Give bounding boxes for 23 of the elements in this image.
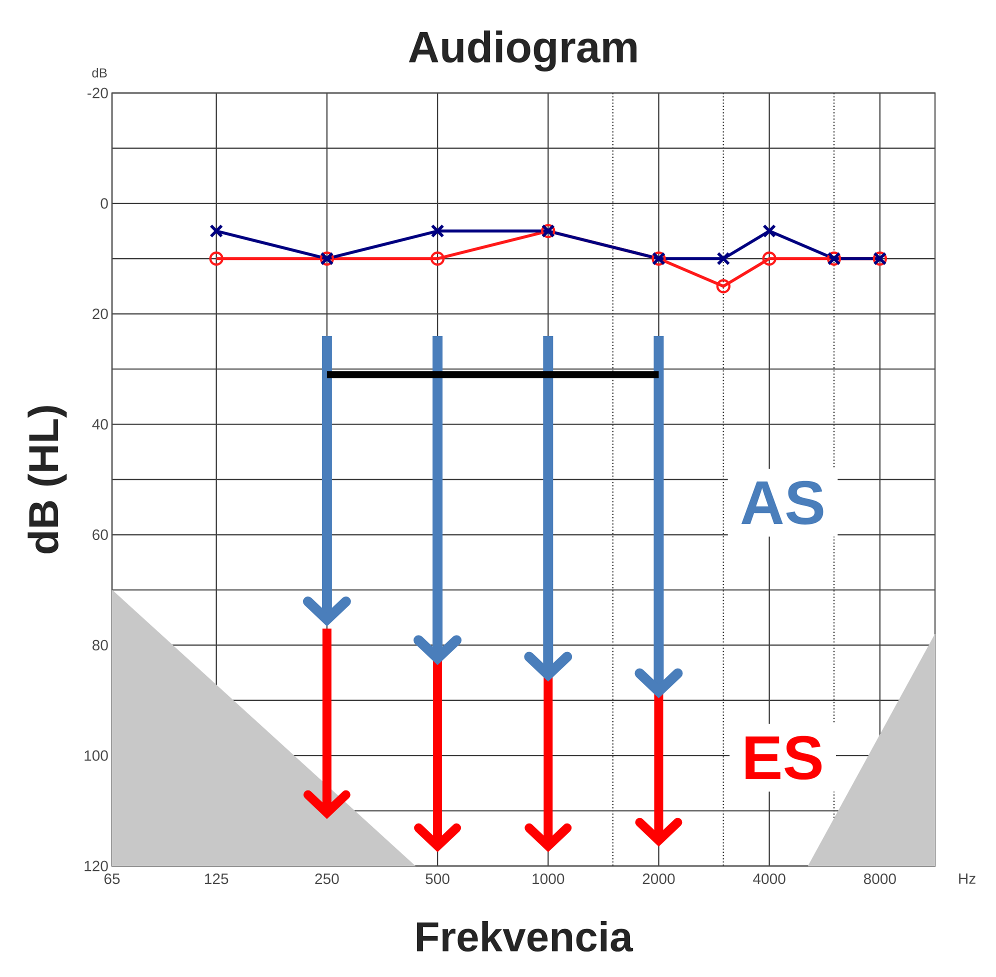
x-tick-label: 2000	[642, 874, 675, 884]
chart-title: Audiogram	[408, 30, 636, 72]
annotation: AS	[741, 480, 824, 525]
text: dB	[92, 68, 107, 78]
x-tick-label: 250	[315, 874, 339, 884]
x-tick-label: 125	[205, 874, 228, 884]
y-tick-label: 40	[92, 418, 108, 430]
annotation: ES	[746, 736, 822, 780]
y-tick-label: -20	[88, 88, 108, 98]
y-tick-label: 100	[84, 750, 108, 761]
x-tick-label: 65	[104, 874, 120, 884]
y-tick-label: 120	[84, 860, 108, 872]
x-tick-label: 1000	[532, 874, 564, 884]
y-tick-label: 60	[92, 529, 108, 540]
x-tick-label: 500	[426, 874, 450, 884]
y-axis-title: dB (HL)	[28, 406, 67, 554]
y-tick-label: 80	[92, 640, 108, 650]
x-tick-label: 4000	[753, 874, 786, 884]
y-tick-label: 0	[100, 198, 108, 209]
y-tick-label: 20	[92, 308, 108, 320]
x-tick-label: 8000	[864, 874, 896, 884]
x-axis-title: Frekvencia	[416, 920, 634, 952]
text: Hz	[959, 874, 976, 884]
